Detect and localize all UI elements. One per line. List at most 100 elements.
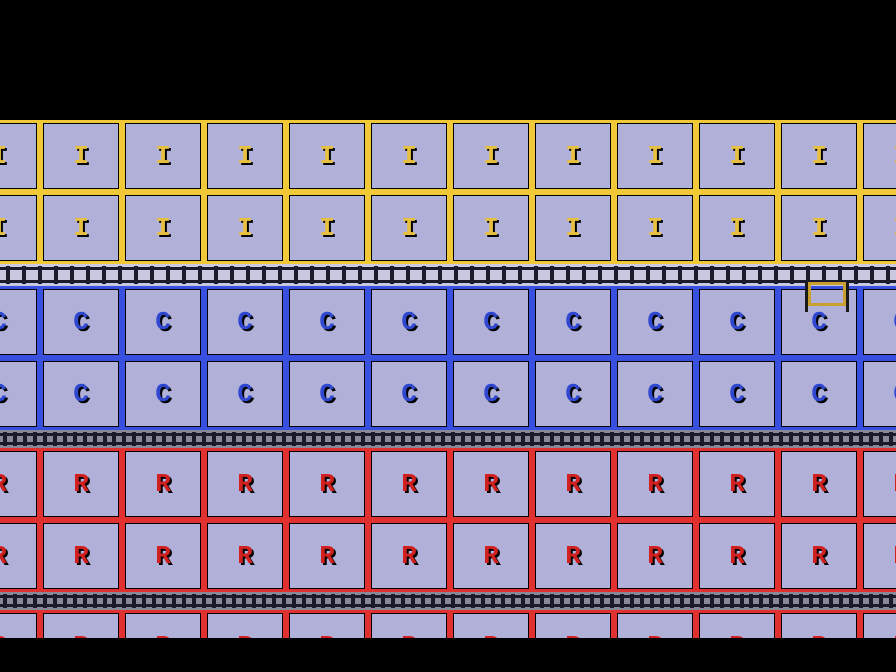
residential-zone-tile[interactable]: RR: [532, 520, 614, 592]
residential-zone-tile[interactable]: RR: [778, 520, 860, 592]
industrial-zone-tile[interactable]: II: [532, 192, 614, 264]
commercial-zone-tile[interactable]: CC: [696, 286, 778, 358]
tile-letter: C: [237, 307, 253, 337]
industrial-zone-tile[interactable]: II: [860, 192, 896, 264]
residential-zone-tile[interactable]: RR: [0, 448, 40, 520]
residential-zone-tile[interactable]: RR: [40, 610, 122, 638]
commercial-zone-tile[interactable]: CC: [614, 286, 696, 358]
residential-zone-tile[interactable]: RR: [860, 610, 896, 638]
tile-letter: I: [73, 213, 89, 243]
industrial-zone-tile[interactable]: II: [0, 120, 40, 192]
commercial-zone-tile[interactable]: CC: [778, 358, 860, 430]
industrial-zone-tile[interactable]: II: [286, 120, 368, 192]
residential-zone-tile[interactable]: RR: [614, 448, 696, 520]
residential-zone-tile[interactable]: RR: [204, 520, 286, 592]
industrial-zone-tile[interactable]: II: [696, 192, 778, 264]
commercial-zone-tile[interactable]: CC: [860, 286, 896, 358]
industrial-zone-tile[interactable]: II: [122, 120, 204, 192]
commercial-zone-row: CCCCCCCCCCCCCCCCCCCCCCCCCC: [0, 286, 896, 358]
tile-letter: I: [647, 213, 663, 243]
residential-zone-tile[interactable]: RR: [778, 448, 860, 520]
residential-zone-tile[interactable]: RR: [40, 448, 122, 520]
commercial-zone-tile[interactable]: CC: [368, 358, 450, 430]
industrial-zone-tile[interactable]: II: [532, 120, 614, 192]
industrial-zone-tile[interactable]: II: [368, 120, 450, 192]
commercial-zone-tile[interactable]: CC: [204, 286, 286, 358]
tile-letter: R: [73, 631, 89, 638]
residential-zone-tile[interactable]: RR: [40, 520, 122, 592]
commercial-zone-tile[interactable]: CC: [860, 358, 896, 430]
industrial-zone-tile[interactable]: II: [286, 192, 368, 264]
commercial-zone-tile[interactable]: CC: [204, 358, 286, 430]
industrial-zone-tile[interactable]: II: [614, 120, 696, 192]
industrial-zone-tile[interactable]: II: [368, 192, 450, 264]
residential-zone-tile[interactable]: RR: [696, 448, 778, 520]
commercial-zone-tile[interactable]: CC: [286, 358, 368, 430]
residential-zone-tile[interactable]: RR: [368, 448, 450, 520]
residential-zone-tile[interactable]: RR: [122, 610, 204, 638]
commercial-zone-tile[interactable]: CC: [122, 286, 204, 358]
commercial-zone-tile[interactable]: CC: [368, 286, 450, 358]
commercial-zone-tile[interactable]: CC: [614, 358, 696, 430]
residential-zone-tile[interactable]: RR: [696, 520, 778, 592]
rail-track[interactable]: [0, 264, 896, 286]
industrial-zone-tile[interactable]: II: [450, 120, 532, 192]
residential-zone-tile[interactable]: RR: [286, 520, 368, 592]
tile-letter: C: [729, 379, 745, 409]
commercial-zone-tile[interactable]: CC: [532, 358, 614, 430]
industrial-zone-tile[interactable]: II: [778, 192, 860, 264]
commercial-zone-tile[interactable]: CC: [778, 286, 860, 358]
residential-zone-tile[interactable]: RR: [204, 448, 286, 520]
industrial-zone-tile[interactable]: II: [40, 120, 122, 192]
industrial-zone-tile[interactable]: II: [778, 120, 860, 192]
industrial-zone-tile[interactable]: II: [0, 192, 40, 264]
tile-letter: C: [483, 307, 499, 337]
residential-zone-tile[interactable]: RR: [778, 610, 860, 638]
commercial-zone-tile[interactable]: CC: [450, 286, 532, 358]
residential-zone-tile[interactable]: RR: [204, 610, 286, 638]
industrial-zone-tile[interactable]: II: [450, 192, 532, 264]
industrial-zone-tile[interactable]: II: [614, 192, 696, 264]
industrial-zone-tile[interactable]: II: [122, 192, 204, 264]
commercial-zone-tile[interactable]: CC: [40, 358, 122, 430]
rail-track[interactable]: [0, 592, 896, 610]
industrial-zone-tile[interactable]: II: [860, 120, 896, 192]
residential-zone-tile[interactable]: RR: [614, 520, 696, 592]
rail-track[interactable]: [0, 430, 896, 448]
residential-zone-tile[interactable]: RR: [286, 610, 368, 638]
residential-zone-tile[interactable]: RR: [368, 610, 450, 638]
tile-letter: I: [811, 213, 827, 243]
residential-zone-tile[interactable]: RR: [860, 448, 896, 520]
residential-zone-tile[interactable]: RR: [122, 448, 204, 520]
commercial-zone-tile[interactable]: CC: [122, 358, 204, 430]
residential-zone-tile[interactable]: RR: [532, 610, 614, 638]
residential-zone-tile[interactable]: RR: [450, 610, 532, 638]
residential-zone-tile[interactable]: RR: [532, 448, 614, 520]
commercial-zone-tile[interactable]: CC: [286, 286, 368, 358]
residential-zone-tile[interactable]: RR: [286, 448, 368, 520]
industrial-zone-tile[interactable]: II: [696, 120, 778, 192]
industrial-zone-tile[interactable]: II: [40, 192, 122, 264]
residential-zone-tile[interactable]: RR: [450, 520, 532, 592]
tile-letter: R: [319, 541, 335, 571]
commercial-zone-tile[interactable]: CC: [0, 358, 40, 430]
residential-zone-tile[interactable]: RR: [696, 610, 778, 638]
commercial-zone-tile[interactable]: CC: [696, 358, 778, 430]
residential-zone-tile[interactable]: RR: [860, 520, 896, 592]
commercial-zone-tile[interactable]: CC: [450, 358, 532, 430]
industrial-zone-tile[interactable]: II: [204, 192, 286, 264]
industrial-zone-tile[interactable]: II: [204, 120, 286, 192]
residential-zone-tile[interactable]: RR: [368, 520, 450, 592]
residential-zone-tile[interactable]: RR: [450, 448, 532, 520]
residential-zone-tile[interactable]: RR: [122, 520, 204, 592]
tile-letter: R: [565, 631, 581, 638]
residential-zone-tile[interactable]: RR: [0, 520, 40, 592]
commercial-zone-tile[interactable]: CC: [532, 286, 614, 358]
tile-letter: R: [401, 631, 417, 638]
tile-letter: R: [319, 631, 335, 638]
commercial-zone-tile[interactable]: CC: [0, 286, 40, 358]
commercial-zone-tile[interactable]: CC: [40, 286, 122, 358]
residential-zone-tile[interactable]: RR: [614, 610, 696, 638]
residential-zone-tile[interactable]: RR: [0, 610, 40, 638]
tile-letter: I: [647, 141, 663, 171]
